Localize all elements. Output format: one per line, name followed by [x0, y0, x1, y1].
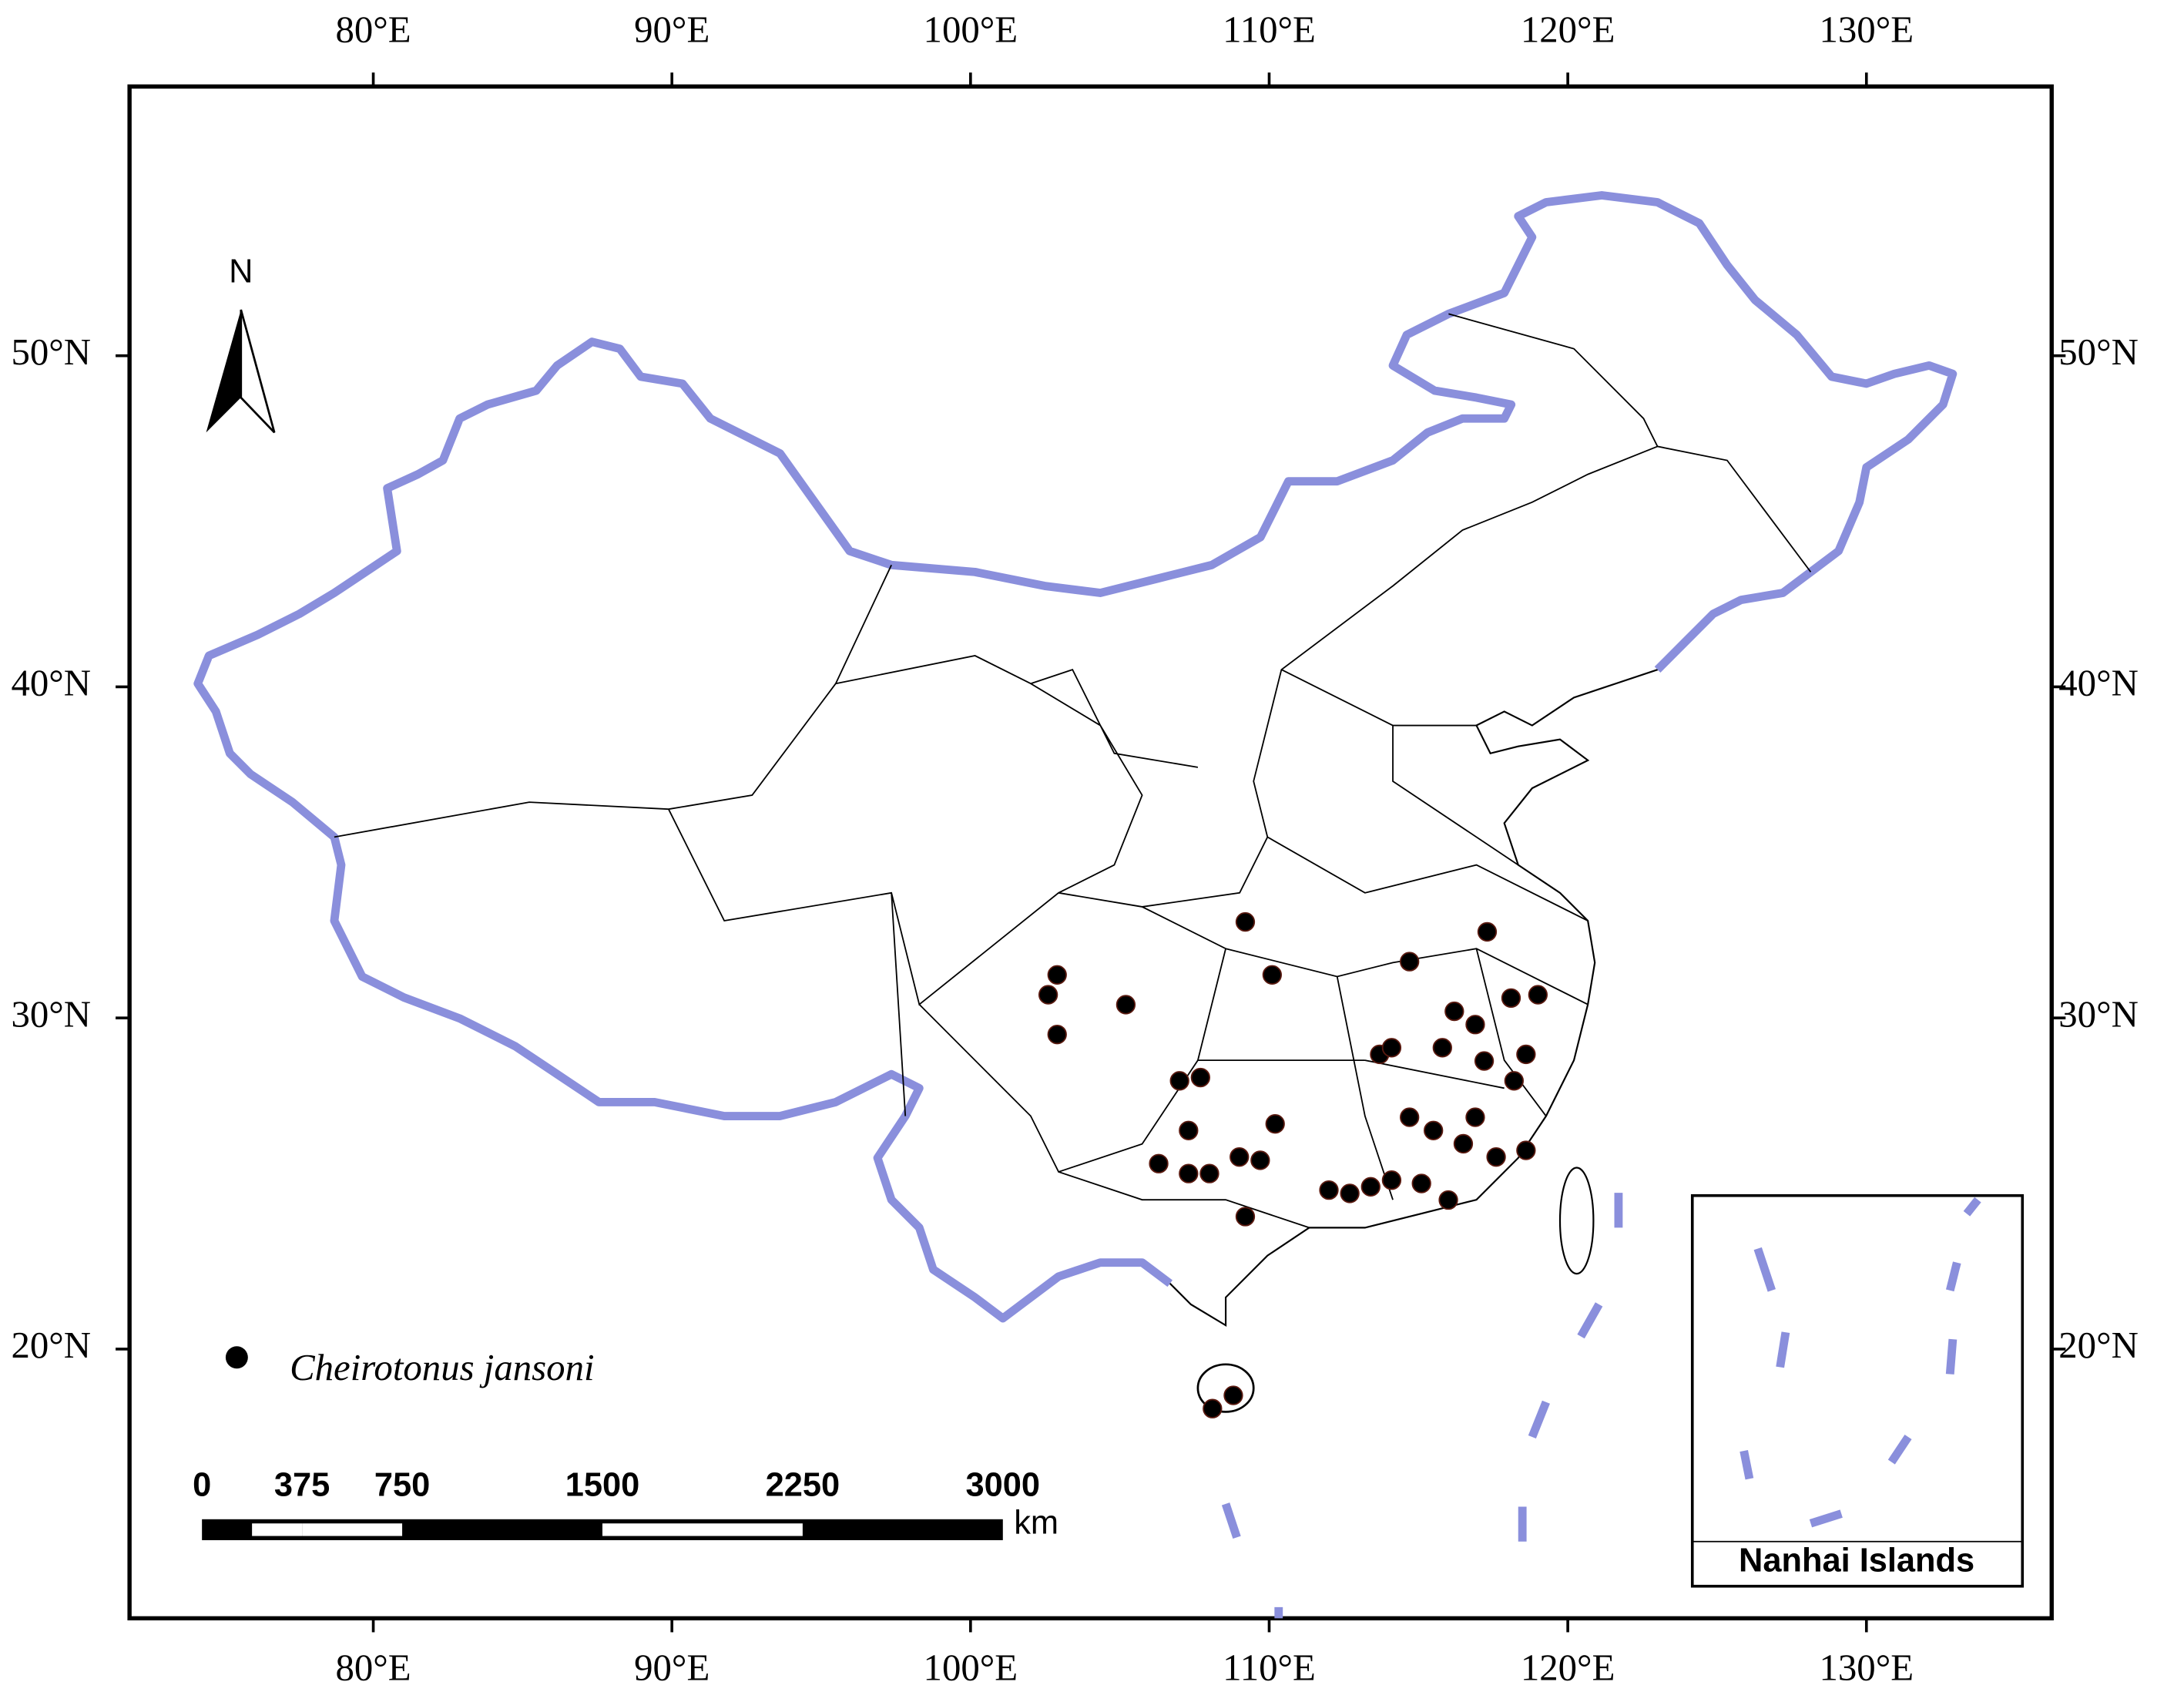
- north-label: N: [229, 253, 253, 290]
- scale-label: 750: [374, 1467, 430, 1504]
- occurrence-point: [1400, 1107, 1420, 1127]
- occurrence-point: [1319, 1180, 1339, 1200]
- north-arrow: [240, 309, 276, 434]
- occurrence-point: [1528, 985, 1548, 1005]
- x-tick-label: 130°E: [1819, 8, 1914, 51]
- scale-unit: km: [1014, 1504, 1058, 1541]
- occurrence-point: [1453, 1133, 1474, 1154]
- inset-dashes: [1739, 1197, 1981, 1528]
- occurrence-point: [1465, 1015, 1485, 1035]
- legend-marker: [225, 1346, 248, 1369]
- occurrence-point: [1262, 965, 1283, 985]
- x-tick-label: 90°E: [634, 8, 710, 51]
- y-tick-label: 40°N: [2058, 662, 2139, 704]
- occurrence-point: [1400, 952, 1420, 972]
- scale-segment: [602, 1523, 803, 1536]
- occurrence-point: [1047, 1024, 1067, 1045]
- occurrence-point: [1047, 965, 1067, 985]
- x-tick-label: 110°E: [1223, 1646, 1316, 1688]
- taiwan: [1558, 1167, 1595, 1275]
- land-border: [193, 191, 1958, 1323]
- occurrence-point: [1477, 921, 1498, 942]
- y-tick-label: 20°N: [2058, 1324, 2139, 1366]
- province-lines: [334, 313, 1812, 1229]
- y-tick-label: 40°N: [11, 662, 91, 704]
- x-tick-label: 100°E: [924, 1646, 1018, 1688]
- occurrence-point: [1199, 1163, 1219, 1183]
- occurrence-point: [1465, 1107, 1485, 1127]
- occurrence-point: [1516, 1044, 1536, 1065]
- y-tick-label: 30°N: [11, 992, 91, 1035]
- occurrence-point: [1235, 911, 1256, 932]
- occurrence-point: [1444, 1001, 1464, 1022]
- x-tick-label: 120°E: [1521, 1646, 1615, 1688]
- occurrence-point: [1360, 1177, 1381, 1197]
- occurrence-point: [1115, 995, 1136, 1015]
- occurrence-point: [1340, 1183, 1360, 1203]
- x-tick-label: 90°E: [634, 1646, 710, 1688]
- occurrence-point: [1223, 1385, 1243, 1405]
- occurrence-point: [1432, 1038, 1452, 1058]
- scale-label: 0: [193, 1467, 211, 1504]
- y-tick-label: 20°N: [11, 1324, 91, 1366]
- occurrence-point: [1149, 1153, 1169, 1173]
- occurrence-point: [1438, 1190, 1458, 1210]
- occurrence-point: [1235, 1207, 1256, 1227]
- occurrence-point: [1411, 1173, 1431, 1193]
- occurrence-point: [1169, 1071, 1189, 1091]
- y-tick-label: 50°N: [2058, 331, 2139, 373]
- scale-label: 2250: [766, 1467, 840, 1504]
- x-tick-label: 80°E: [335, 8, 411, 51]
- occurrence-point: [1501, 988, 1521, 1009]
- x-tick-label: 120°E: [1521, 8, 1615, 51]
- y-tick-label: 50°N: [11, 331, 91, 373]
- x-tick-label: 100°E: [924, 8, 1018, 51]
- inset-frame: [1690, 1193, 2025, 1588]
- scale-segment: [302, 1523, 403, 1536]
- occurrence-point: [1179, 1120, 1199, 1140]
- occurrence-point: [1250, 1150, 1270, 1170]
- occurrence-point: [1265, 1113, 1285, 1134]
- occurrence-point: [1230, 1146, 1250, 1167]
- legend-label: Cheirotonus jansoni: [290, 1346, 594, 1388]
- dash-line: [1221, 1193, 1623, 1619]
- occurrence-point: [1179, 1163, 1199, 1183]
- occurrence-point: [1424, 1120, 1444, 1140]
- x-tick-label: 130°E: [1819, 1646, 1914, 1688]
- occurrence-point: [1381, 1170, 1402, 1190]
- occurrence-point: [1516, 1140, 1536, 1160]
- occurrence-point: [1190, 1067, 1210, 1088]
- occurrence-point: [1203, 1398, 1223, 1418]
- occurrence-point: [1038, 985, 1058, 1005]
- x-tick-label: 110°E: [1223, 8, 1316, 51]
- x-tick-label: 80°E: [335, 1646, 411, 1688]
- scale-label: 3000: [966, 1467, 1040, 1504]
- scale-label: 1500: [565, 1467, 639, 1504]
- y-tick-label: 30°N: [2058, 992, 2139, 1035]
- occurrence-point: [1504, 1071, 1525, 1091]
- north-arrow: [206, 309, 241, 433]
- inset-title: Nanhai Islands: [1739, 1542, 1974, 1579]
- scale-segment: [252, 1523, 303, 1536]
- occurrence-point: [1381, 1038, 1402, 1058]
- occurrence-point: [1474, 1051, 1495, 1071]
- scale-label: 375: [274, 1467, 330, 1504]
- occurrence-point: [1486, 1146, 1506, 1167]
